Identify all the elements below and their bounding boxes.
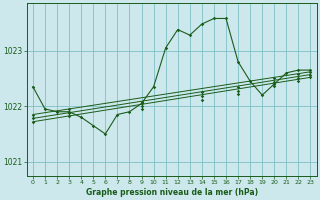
X-axis label: Graphe pression niveau de la mer (hPa): Graphe pression niveau de la mer (hPa) [86, 188, 258, 197]
